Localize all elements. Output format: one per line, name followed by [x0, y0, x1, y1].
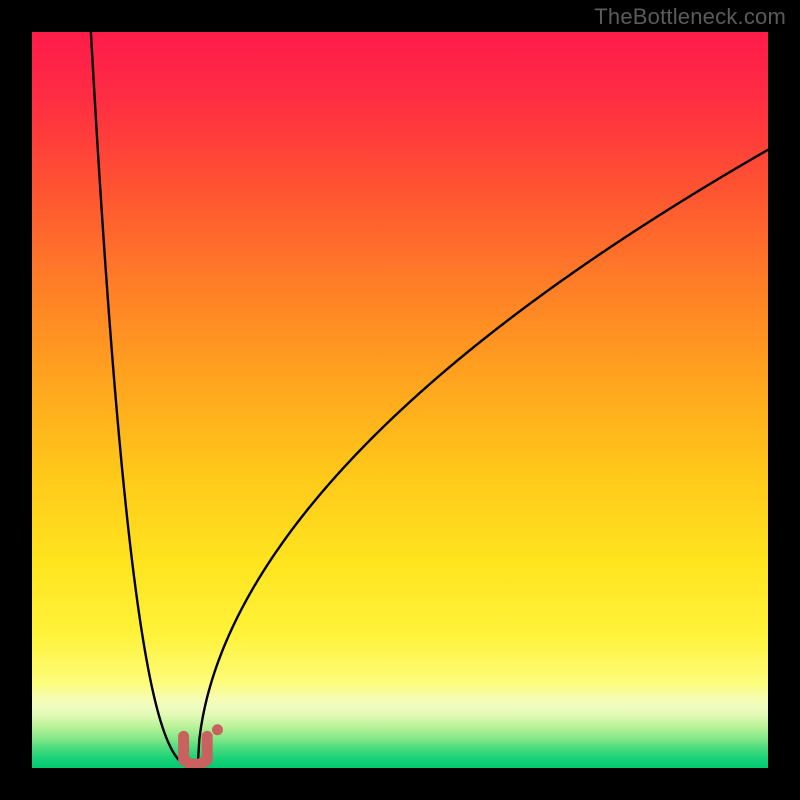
- optimum-dot-marker: [212, 724, 223, 735]
- watermark-text: TheBottleneck.com: [594, 4, 786, 30]
- bottleneck-curve-layer: [32, 32, 768, 768]
- plot-frame: [32, 32, 768, 768]
- stage: TheBottleneck.com: [0, 0, 800, 800]
- plot-area: [32, 32, 768, 768]
- optimum-blob-marker: [184, 736, 208, 764]
- bottleneck-curve: [91, 32, 768, 768]
